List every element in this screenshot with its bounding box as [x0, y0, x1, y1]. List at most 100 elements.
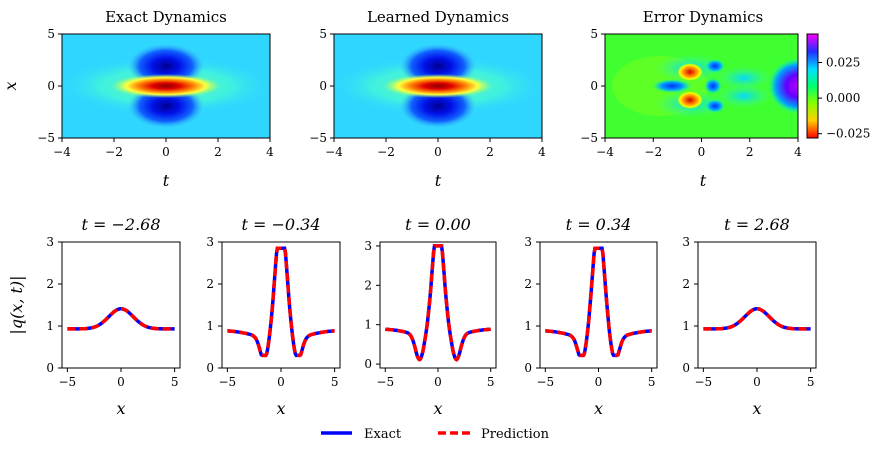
line-xtick-label: 5 — [487, 375, 495, 389]
line-ytick-label: 0 — [46, 361, 54, 375]
heatmap-ytick-label: 0 — [319, 79, 327, 93]
heatmap-xtick-label: −2 — [105, 145, 123, 159]
exact-curve — [703, 307, 811, 331]
line-ytick-label: 3 — [206, 235, 214, 249]
line-xtick-label: 5 — [648, 375, 656, 389]
line-panel-title: t = 0.34 — [566, 215, 632, 234]
heatmap-xtick-label: 4 — [538, 145, 546, 159]
line-panel-xlabel: x — [276, 399, 285, 418]
line-ytick-label: 2 — [46, 277, 54, 291]
colorbar: 0.025 0.000 −0.025 — [806, 33, 870, 141]
heatmap-xtick-label: 2 — [746, 145, 754, 159]
line-xtick-label: 0 — [434, 375, 442, 389]
heatmap-ytick-label: 5 — [590, 27, 598, 41]
heatmap-ytick-label: 5 — [319, 27, 327, 41]
legend: Exact Prediction — [321, 427, 550, 442]
heatmap-xtick-label: −4 — [325, 145, 343, 159]
line-panel-frame — [379, 241, 497, 369]
line-ytick-label: 0 — [364, 357, 372, 371]
heatmap-xtick-label: −4 — [596, 145, 614, 159]
heatmap-ytick-label: 0 — [47, 79, 55, 93]
exact-curve — [67, 307, 175, 331]
legend-prediction-label: Prediction — [481, 427, 550, 442]
heatmap-ytick-label: 5 — [47, 27, 55, 41]
heatmap-learned-title: Learned Dynamics — [367, 8, 509, 26]
heatmap-ytick-label: −5 — [37, 131, 55, 145]
line-ytick-label: 1 — [46, 319, 54, 333]
line-panel-title: t = −2.68 — [81, 215, 160, 234]
heatmap-xtick-label: 2 — [486, 145, 494, 159]
heatmap-axes-1: −4 −2 0 2 4 5 0 −5 — [37, 27, 274, 159]
line-panel-xlabel: x — [433, 399, 442, 418]
line-xtick-label: 5 — [171, 375, 179, 389]
line-ytick-label: 0 — [206, 361, 214, 375]
heatmap-xtick-label: 0 — [434, 145, 442, 159]
colorbar-tick-label: 0.000 — [826, 91, 860, 105]
prediction-curve — [67, 307, 175, 331]
heatmap-ytick-label: −5 — [580, 131, 598, 145]
heatmap-xtick-label: −4 — [53, 145, 71, 159]
line-ytick-label: 2 — [682, 277, 690, 291]
line-ytick-label: 1 — [682, 319, 690, 333]
prediction-curve — [385, 244, 491, 362]
legend-exact-label: Exact — [364, 427, 402, 442]
heatmap-exact: Exact Dynamics — [61, 8, 271, 139]
line-xtick-label: −5 — [59, 375, 77, 389]
line-xtick-label: 0 — [277, 375, 285, 389]
line-ytick-label: 1 — [524, 319, 532, 333]
heatmap-ytick-label: 0 — [590, 79, 598, 93]
line-panel-title: t = 0.00 — [405, 215, 471, 234]
heatmap-xtick-label: 0 — [162, 145, 170, 159]
line-panel-5: t = 2.68 −5 0 5 0 1 2 3 x — [682, 215, 817, 418]
line-ytick-label: 3 — [364, 239, 372, 253]
line-panel-frame — [221, 241, 341, 369]
heatmap-exact-field — [62, 34, 270, 138]
exact-curve — [545, 246, 652, 358]
line-xtick-label: −5 — [536, 375, 554, 389]
line-xtick-label: 5 — [331, 375, 339, 389]
heatmap-learned-field — [334, 34, 542, 138]
heatmap-xtick-label: 4 — [794, 145, 802, 159]
heatmap-xtick-label: −2 — [377, 145, 395, 159]
heatmap-exact-ylabel: x — [1, 81, 20, 90]
bottom-ylabel: |q(x, t)| — [7, 275, 26, 334]
heatmap-axes-3: −4 −2 0 2 4 5 0 −5 — [580, 27, 802, 159]
heatmap-xtick-label: 0 — [698, 145, 706, 159]
line-xtick-label: 0 — [595, 375, 603, 389]
colorbar-tick-label: 0.025 — [826, 55, 860, 69]
line-xtick-label: 0 — [117, 375, 125, 389]
line-panel-frame — [539, 241, 658, 369]
exact-curve — [385, 244, 491, 362]
line-ytick-label: 3 — [682, 235, 690, 249]
colorbar-tick-label: −0.025 — [826, 127, 870, 141]
heatmap-xtick-label: 2 — [214, 145, 222, 159]
heatmap-xtick-label: 4 — [266, 145, 274, 159]
line-panel-title: t = −0.34 — [241, 215, 320, 234]
heatmap-exact-xlabel: t — [163, 171, 170, 190]
line-ytick-label: 2 — [524, 277, 532, 291]
line-ytick-label: 0 — [524, 361, 532, 375]
prediction-curve — [227, 246, 335, 358]
line-panel-4: t = 0.34 −5 0 5 0 1 2 3 x — [524, 215, 658, 418]
line-panel-1: t = −2.68 −5 0 5 0 1 2 3 x — [46, 215, 181, 418]
line-xtick-label: −5 — [219, 375, 237, 389]
heatmap-exact-title: Exact Dynamics — [105, 8, 227, 26]
heatmap-error-title: Error Dynamics — [643, 8, 763, 26]
line-panel-title: t = 2.68 — [724, 215, 790, 234]
heatmap-learned-xlabel: t — [435, 171, 442, 190]
heatmap-learned: Learned Dynamics — [333, 8, 543, 139]
line-xtick-label: 5 — [807, 375, 815, 389]
line-ytick-label: 1 — [364, 318, 372, 332]
line-xtick-label: −5 — [695, 375, 713, 389]
line-ytick-label: 3 — [524, 235, 532, 249]
line-ytick-label: 1 — [206, 319, 214, 333]
prediction-curve — [703, 307, 811, 331]
line-ytick-label: 2 — [206, 277, 214, 291]
heatmap-xtick-label: −2 — [644, 145, 662, 159]
line-panel-2: t = −0.34 −5 0 5 0 1 2 3 x — [206, 215, 341, 418]
heatmap-error-xlabel: t — [700, 171, 707, 190]
heatmap-ytick-label: −5 — [309, 131, 327, 145]
heatmap-axes-2: −4 −2 0 2 4 5 0 −5 — [309, 27, 546, 159]
line-xtick-label: −5 — [376, 375, 394, 389]
